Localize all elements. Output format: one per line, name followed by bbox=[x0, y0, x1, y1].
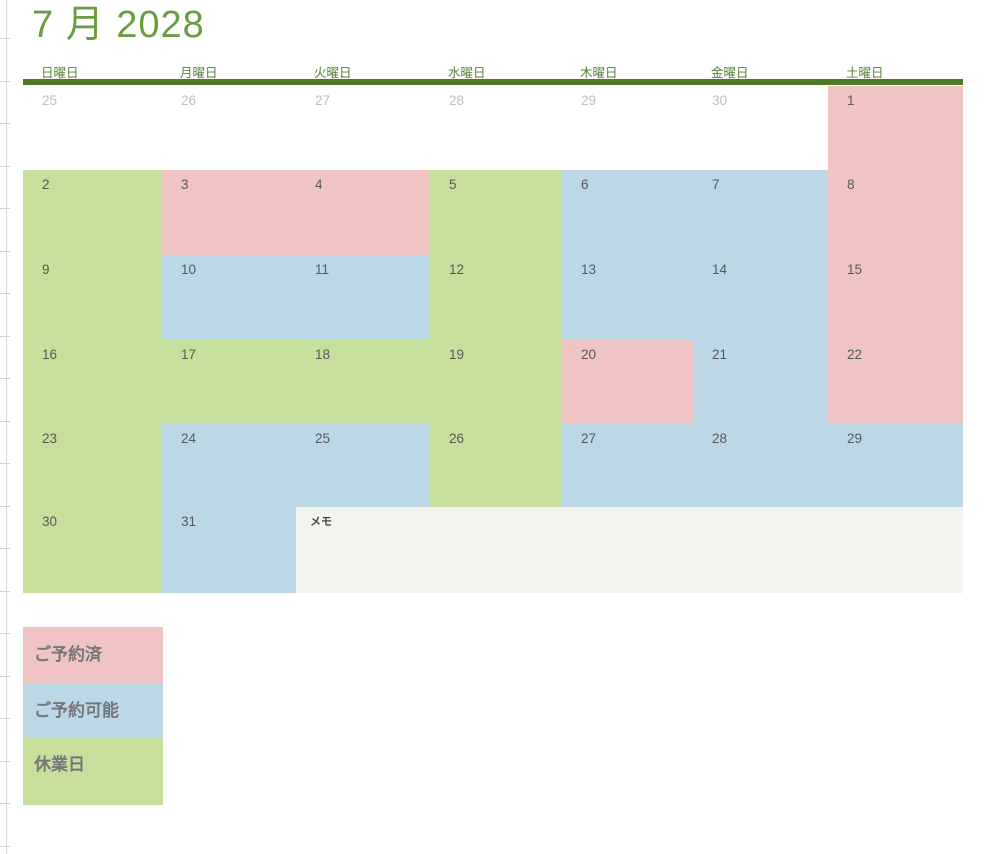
spreadsheet-gridline-stub bbox=[0, 336, 10, 337]
day-cell-11[interactable]: 11 bbox=[296, 255, 430, 340]
day-cell-15[interactable]: 15 bbox=[828, 255, 963, 340]
legend-available: ご予約可能 bbox=[23, 683, 163, 737]
legend-closed: 休業日 bbox=[23, 737, 163, 805]
spreadsheet-gridline-stub bbox=[0, 378, 10, 379]
spreadsheet-gridline-stub bbox=[0, 251, 10, 252]
day-cell-26[interactable]: 26 bbox=[430, 424, 562, 507]
spreadsheet-gridline-stub bbox=[0, 81, 10, 82]
spreadsheet-gridline-stub bbox=[0, 676, 10, 677]
day-cell-prev-28[interactable]: 28 bbox=[449, 93, 465, 108]
day-cell-prev-25[interactable]: 25 bbox=[42, 93, 58, 108]
weekday-header-4: 木曜日 bbox=[580, 66, 618, 80]
month-title: 7 月 2028 bbox=[32, 4, 205, 46]
weekday-header-3: 水曜日 bbox=[448, 66, 486, 80]
spreadsheet-gridline-stub bbox=[0, 761, 10, 762]
day-cell-6[interactable]: 6 bbox=[562, 170, 693, 255]
weekday-header-6: 土曜日 bbox=[846, 66, 884, 80]
day-cell-29[interactable]: 29 bbox=[828, 424, 963, 507]
day-cell-21[interactable]: 21 bbox=[693, 340, 828, 424]
day-cell-prev-27[interactable]: 27 bbox=[315, 93, 331, 108]
spreadsheet-gridline-stub bbox=[0, 208, 10, 209]
spreadsheet-gridline-stub bbox=[0, 548, 10, 549]
spreadsheet-gridline-stub bbox=[0, 803, 10, 804]
day-cell-8[interactable]: 8 bbox=[828, 170, 963, 255]
spreadsheet-gridline-stub bbox=[0, 718, 10, 719]
day-cell-12[interactable]: 12 bbox=[430, 255, 562, 340]
day-cell-31[interactable]: 31 bbox=[162, 507, 296, 593]
day-cell-1[interactable]: 1 bbox=[828, 86, 963, 170]
day-cell-9[interactable]: 9 bbox=[23, 255, 162, 340]
weekday-header-5: 金曜日 bbox=[711, 66, 749, 80]
spreadsheet-gridline-stub bbox=[0, 463, 10, 464]
day-cell-22[interactable]: 22 bbox=[828, 340, 963, 424]
day-cell-prev-30[interactable]: 30 bbox=[712, 93, 728, 108]
day-cell-2[interactable]: 2 bbox=[23, 170, 162, 255]
day-cell-18[interactable]: 18 bbox=[296, 340, 430, 424]
day-cell-23[interactable]: 23 bbox=[23, 424, 162, 507]
spreadsheet-gridline-stub bbox=[0, 846, 10, 847]
day-cell-20[interactable]: 20 bbox=[562, 340, 693, 424]
day-cell-30[interactable]: 30 bbox=[23, 507, 162, 593]
day-cell-25[interactable]: 25 bbox=[296, 424, 430, 507]
day-cell-7[interactable]: 7 bbox=[693, 170, 828, 255]
weekday-header-2: 火曜日 bbox=[314, 66, 352, 80]
header-underline-bar bbox=[23, 79, 963, 85]
spreadsheet-gridline-stub bbox=[0, 506, 10, 507]
day-cell-5[interactable]: 5 bbox=[430, 170, 562, 255]
spreadsheet-gridline-stub bbox=[0, 166, 10, 167]
day-cell-17[interactable]: 17 bbox=[162, 340, 296, 424]
spreadsheet-gridline-stub bbox=[0, 293, 10, 294]
day-cell-27[interactable]: 27 bbox=[562, 424, 693, 507]
day-cell-24[interactable]: 24 bbox=[162, 424, 296, 507]
spreadsheet-gridline-stub bbox=[0, 633, 10, 634]
day-cell-14[interactable]: 14 bbox=[693, 255, 828, 340]
spreadsheet-gridline-stub bbox=[0, 591, 10, 592]
spreadsheet-gridline-stub bbox=[0, 123, 10, 124]
day-cell-prev-26[interactable]: 26 bbox=[181, 93, 197, 108]
legend-reserved: ご予約済 bbox=[23, 627, 163, 683]
day-cell-28[interactable]: 28 bbox=[693, 424, 828, 507]
day-cell-10[interactable]: 10 bbox=[162, 255, 296, 340]
day-cell-13[interactable]: 13 bbox=[562, 255, 693, 340]
spreadsheet-gridline-stub bbox=[0, 38, 10, 39]
spreadsheet-gridline-vertical bbox=[6, 0, 7, 854]
day-cell-3[interactable]: 3 bbox=[162, 170, 296, 255]
spreadsheet-gridline-stub bbox=[0, 421, 10, 422]
day-cell-19[interactable]: 19 bbox=[430, 340, 562, 424]
memo-area[interactable]: メモ bbox=[296, 507, 963, 593]
day-cell-prev-29[interactable]: 29 bbox=[581, 93, 597, 108]
day-cell-4[interactable]: 4 bbox=[296, 170, 430, 255]
weekday-header-1: 月曜日 bbox=[180, 66, 218, 80]
weekday-header-0: 日曜日 bbox=[41, 66, 79, 80]
day-cell-16[interactable]: 16 bbox=[23, 340, 162, 424]
